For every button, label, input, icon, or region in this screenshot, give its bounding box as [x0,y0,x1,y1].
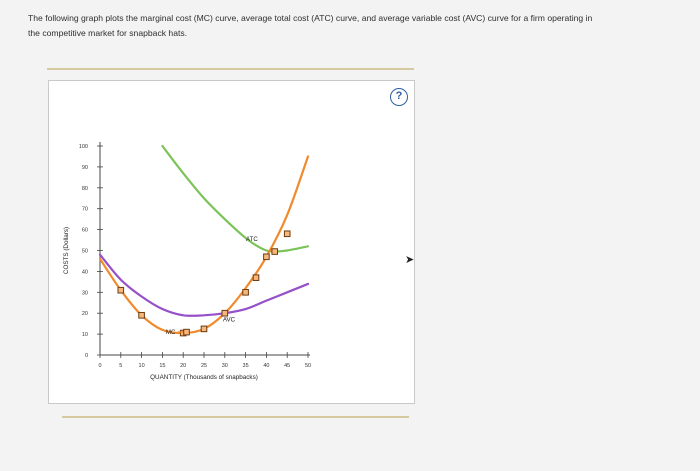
x-tick-label: 40 [263,363,269,369]
x-tick-label: 35 [243,363,249,369]
x-tick-label: 25 [201,363,207,369]
atc-curve [161,144,310,253]
chart-labels: ATC AVC MC [166,236,258,336]
mc-point-marker [283,230,291,238]
chart-axes: 0 10 20 30 40 50 60 70 80 90 100 0 5 10 15 20 25 30 35 40 45… [63,142,311,381]
x-tick-label: 20 [180,363,186,369]
y-tick-label: 60 [82,228,88,234]
bottom-divider [62,416,409,418]
mc-point-marker [263,253,270,261]
mc-curve [98,155,310,335]
y-tick-label: 90 [82,165,88,171]
x-tick-label: 0 [98,363,101,369]
question-line-1: The following graph plots the marginal c… [28,13,593,23]
x-tick-label: 45 [284,363,290,369]
mc-label: MC [166,329,176,336]
y-tick-label: 40 [82,269,88,275]
x-tick-label: 30 [222,363,228,369]
x-tick-label: 50 [305,363,311,369]
chart-markers [117,230,291,337]
question-text: The following graph plots the marginal c… [28,11,668,41]
chart-curves [98,144,310,335]
y-tick-label: 30 [82,290,88,296]
y-tick-label: 50 [82,249,88,255]
avc-curve [98,253,310,317]
atc-label: ATC [246,236,258,243]
mc-label-swatch-marker [183,328,190,336]
x-tick-label: 10 [139,363,145,369]
y-tick-label: 80 [82,186,88,192]
x-tick-label: 15 [159,363,165,369]
y-tick-label: 100 [79,144,88,150]
x-axis-label: QUANTITY (Thousands of snapbacks) [150,374,258,381]
y-tick-label: 70 [82,207,88,213]
mc-point-marker [271,248,279,255]
top-divider [47,68,414,70]
y-axis-label: COSTS (Dollars) [63,227,70,274]
mouse-cursor-icon: ➤ [405,254,415,266]
avc-label: AVC [223,317,236,324]
question-line-2: the competitive market for snapback hats… [28,28,188,38]
y-tick-label: 10 [82,332,88,338]
mc-point-marker [252,274,260,281]
mc-point-marker [221,309,229,317]
x-tick-label: 5 [119,363,122,369]
mc-point-marker [138,311,145,319]
mc-point-marker [117,286,125,294]
graph-panel [48,80,415,404]
y-tick-label: 20 [82,311,88,317]
y-tick-label: 0 [85,353,88,359]
mc-point-marker [242,289,249,296]
mc-point-marker [200,325,208,333]
help-icon[interactable]: ? [390,88,408,106]
